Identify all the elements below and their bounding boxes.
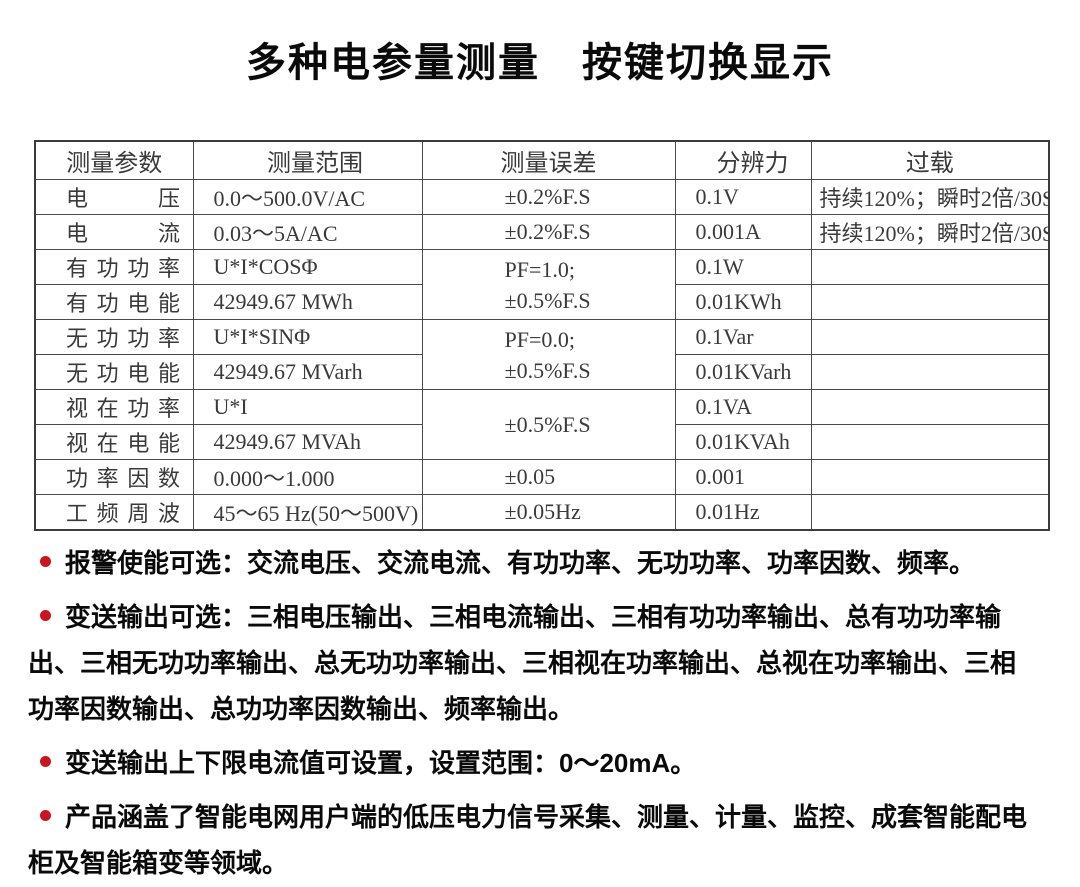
cell-overload: 持续120%；瞬时2倍/30S xyxy=(810,214,1050,250)
cell-error: ±0.2%F.S xyxy=(421,179,676,215)
cell-range: 0.0～500.0V/AC xyxy=(192,179,423,215)
cell-range: U*I xyxy=(192,389,423,425)
col-header-range: 测量范围 xyxy=(192,140,423,180)
cell-param: 视在电能 xyxy=(34,424,194,460)
table-row: 功率因数 0.000～1.000 ±0.05 0.001 xyxy=(34,459,1050,495)
cell-range: 0.000～1.000 xyxy=(192,459,423,495)
cell-overload xyxy=(810,284,1050,320)
cell-param: 电压 xyxy=(34,179,194,215)
cell-resolution: 0.001 xyxy=(674,459,812,495)
cell-overload xyxy=(810,354,1050,390)
cell-resolution: 0.001A xyxy=(674,214,812,250)
col-header-resolution: 分辨力 xyxy=(674,140,812,180)
cell-resolution: 0.01KVAh xyxy=(674,424,812,460)
cell-param: 有功功率 xyxy=(34,249,194,285)
bullet-dot-icon xyxy=(40,756,51,767)
table-row: 电流 0.03～5A/AC ±0.2%F.S 0.001A 持续120%；瞬时2… xyxy=(34,214,1050,250)
bullet-dot-icon xyxy=(40,556,51,567)
cell-overload xyxy=(810,319,1050,355)
cell-param: 视在功率 xyxy=(34,389,194,425)
bullet-text: 报警使能可选：交流电压、交流电流、有功功率、无功功率、功率因数、频率。 xyxy=(65,548,976,578)
table-row: 有功功率 U*I*COSΦ PF=1.0; ±0.5%F.S 0.1W xyxy=(34,249,1050,320)
table-row: 无功功率 U*I*SINΦ PF=0.0; ±0.5%F.S 0.1Var xyxy=(34,319,1050,390)
spec-table: 测量参数 测量范围 测量误差 分辨力 过载 电压 0.0～500.0V/AC ±… xyxy=(34,140,1050,531)
page-title: 多种电参量测量 按键切换显示 xyxy=(246,41,834,85)
table-row: 视在电能 42949.67 MVAh 0.01KVAh xyxy=(34,424,1050,460)
cell-resolution: 0.01Hz xyxy=(674,494,812,531)
bullet-item: 变送输出可选：三相电压输出、三相电流输出、三相有功功率输出、总有功功率输出、三相… xyxy=(28,594,1036,732)
bullet-item: 产品涵盖了智能电网用户端的低压电力信号采集、测量、计量、监控、成套智能配电柜及智… xyxy=(28,794,1036,886)
bullet-item: 报警使能可选：交流电压、交流电流、有功功率、无功功率、功率因数、频率。 xyxy=(28,540,1036,586)
cell-param: 无功电能 xyxy=(34,354,194,390)
bullet-text: 变送输出可选：三相电压输出、三相电流输出、三相有功功率输出、总有功功率输出、三相… xyxy=(28,602,1017,724)
bullet-dot-icon xyxy=(40,810,51,821)
cell-overload xyxy=(810,494,1050,531)
cell-range: 45～65 Hz(50～500V) xyxy=(192,494,423,531)
cell-range: U*I*COSΦ xyxy=(192,249,423,285)
cell-error: ±0.05Hz xyxy=(421,494,676,531)
cell-range: 42949.67 MWh xyxy=(192,284,423,320)
col-header-error: 测量误差 xyxy=(421,140,676,180)
cell-error: ±0.2%F.S xyxy=(421,214,676,250)
bullet-item: 变送输出上下限电流值可设置，设置范围：0～20mA。 xyxy=(28,740,1036,786)
cell-resolution: 0.01KWh xyxy=(674,284,812,320)
cell-range: 0.03～5A/AC xyxy=(192,214,423,250)
table-row: 工频周波 45～65 Hz(50～500V) ±0.05Hz 0.01Hz xyxy=(34,494,1050,531)
cell-resolution: 0.1VA xyxy=(674,389,812,425)
bullet-dot-icon xyxy=(40,610,51,621)
cell-overload xyxy=(810,424,1050,460)
cell-param: 工频周波 xyxy=(34,494,194,531)
cell-resolution: 0.1V xyxy=(674,179,812,215)
cell-resolution: 0.1W xyxy=(674,249,812,285)
bullet-text: 变送输出上下限电流值可设置，设置范围：0～20mA。 xyxy=(65,748,697,778)
table-header-row: 测量参数 测量范围 测量误差 分辨力 过载 xyxy=(34,140,1050,180)
cell-param: 无功功率 xyxy=(34,319,194,355)
col-header-overload: 过载 xyxy=(810,140,1050,180)
cell-error-merged: PF=1.0; ±0.5%F.S xyxy=(421,249,676,320)
table-row: 视在功率 U*I ±0.5%F.S 0.1VA xyxy=(34,389,1050,460)
cell-overload xyxy=(810,389,1050,425)
cell-error: ±0.05 xyxy=(421,459,676,495)
cell-range: 42949.67 MVarh xyxy=(192,354,423,390)
bullet-text: 产品涵盖了智能电网用户端的低压电力信号采集、测量、计量、监控、成套智能配电柜及智… xyxy=(28,802,1028,878)
cell-param: 有功电能 xyxy=(34,284,194,320)
col-header-param: 测量参数 xyxy=(34,140,194,180)
table-row: 无功电能 42949.67 MVarh 0.01KVarh xyxy=(34,354,1050,390)
cell-range: 42949.67 MVAh xyxy=(192,424,423,460)
cell-resolution: 0.1Var xyxy=(674,319,812,355)
cell-error-merged: PF=0.0; ±0.5%F.S xyxy=(421,319,676,390)
cell-param: 电流 xyxy=(34,214,194,250)
cell-resolution: 0.01KVarh xyxy=(674,354,812,390)
cell-overload: 持续120%；瞬时2倍/30S xyxy=(810,179,1050,215)
table-row: 电压 0.0～500.0V/AC ±0.2%F.S 0.1V 持续120%；瞬时… xyxy=(34,179,1050,215)
cell-param: 功率因数 xyxy=(34,459,194,495)
cell-overload xyxy=(810,249,1050,285)
cell-overload xyxy=(810,459,1050,495)
cell-error-merged: ±0.5%F.S xyxy=(421,389,676,460)
cell-range: U*I*SINΦ xyxy=(192,319,423,355)
feature-bullets: 报警使能可选：交流电压、交流电流、有功功率、无功功率、功率因数、频率。 变送输出… xyxy=(28,540,1036,887)
